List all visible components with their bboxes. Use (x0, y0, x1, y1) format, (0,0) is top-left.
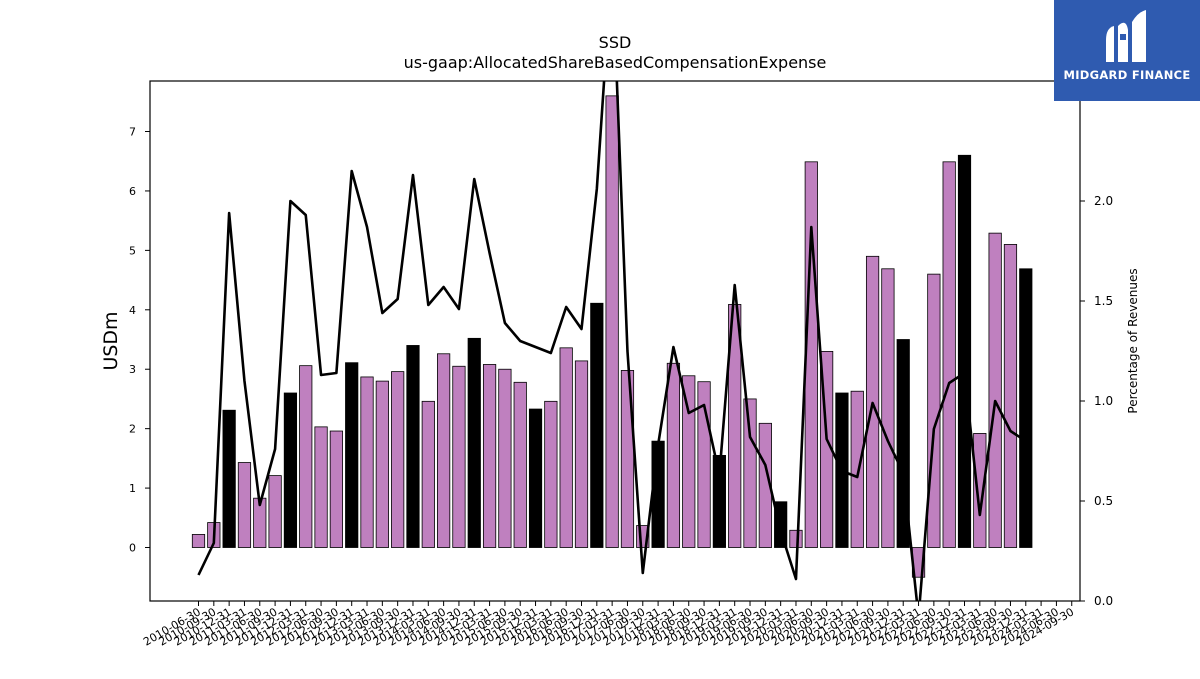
logo-text: MIDGARD FINANCE (1054, 68, 1200, 82)
chart-subtitle: us-gaap:AllocatedShareBasedCompensationE… (404, 53, 827, 72)
bar (407, 345, 419, 547)
bar (468, 338, 480, 547)
y-tick-label: 0 (129, 542, 136, 555)
y-tick-label: 3 (129, 363, 136, 376)
bar (269, 476, 281, 548)
bar (453, 366, 465, 547)
bar (391, 372, 403, 548)
bar (223, 410, 235, 547)
bar (958, 155, 970, 547)
bar (361, 377, 373, 548)
bar (483, 364, 495, 547)
y2-tick-label: 0.0 (1094, 594, 1113, 608)
bar (315, 427, 327, 548)
bar (882, 269, 894, 548)
bar (1020, 269, 1032, 548)
bar (238, 463, 250, 548)
bar (529, 409, 541, 547)
midgard-finance-logo: MIDGARD FINANCE (1054, 0, 1200, 101)
x-axis-ticks: 2010-06-302010-09-302010-12-312011-03-31… (141, 601, 1076, 649)
bar (284, 393, 296, 548)
bar (545, 401, 557, 547)
bar (683, 376, 695, 548)
chart-title: SSD (599, 33, 632, 52)
bar (330, 431, 342, 547)
bar (192, 534, 204, 547)
y2-axis-ticks: 0.0 0.5 1.0 1.5 2.0 (1080, 194, 1113, 608)
y-tick-label: 7 (129, 126, 136, 139)
y2-tick-label: 2.0 (1094, 194, 1113, 208)
bar (437, 354, 449, 548)
y-tick-label: 4 (129, 304, 136, 317)
bar (851, 391, 863, 547)
bar (1004, 244, 1016, 547)
y2-tick-label: 1.5 (1094, 294, 1113, 308)
bar (591, 303, 603, 547)
bar (989, 233, 1001, 547)
bar (667, 363, 679, 547)
y2-tick-label: 1.0 (1094, 394, 1113, 408)
y2-axis-label: Percentage of Revenues (1126, 268, 1140, 413)
bar (943, 162, 955, 548)
y-axis-label: USDm (100, 311, 122, 370)
bar (300, 366, 312, 548)
logo-mark-icon (1054, 0, 1200, 70)
y-tick-label: 2 (129, 423, 136, 436)
bar (560, 348, 572, 548)
bar (652, 441, 664, 547)
y-tick-label: 5 (129, 244, 136, 257)
bar (422, 401, 434, 547)
y-axis-ticks: 0 1 2 3 4 5 6 7 (129, 126, 150, 555)
bar (790, 530, 802, 547)
y-tick-label: 6 (129, 185, 136, 198)
bar (346, 363, 358, 548)
bar (514, 382, 526, 547)
bar (744, 399, 756, 548)
y2-tick-label: 0.5 (1094, 494, 1113, 508)
bar (928, 274, 940, 547)
bar (499, 369, 511, 547)
bar (606, 96, 618, 548)
bar (575, 361, 587, 548)
y-tick-label: 1 (129, 482, 136, 495)
bar (376, 381, 388, 547)
